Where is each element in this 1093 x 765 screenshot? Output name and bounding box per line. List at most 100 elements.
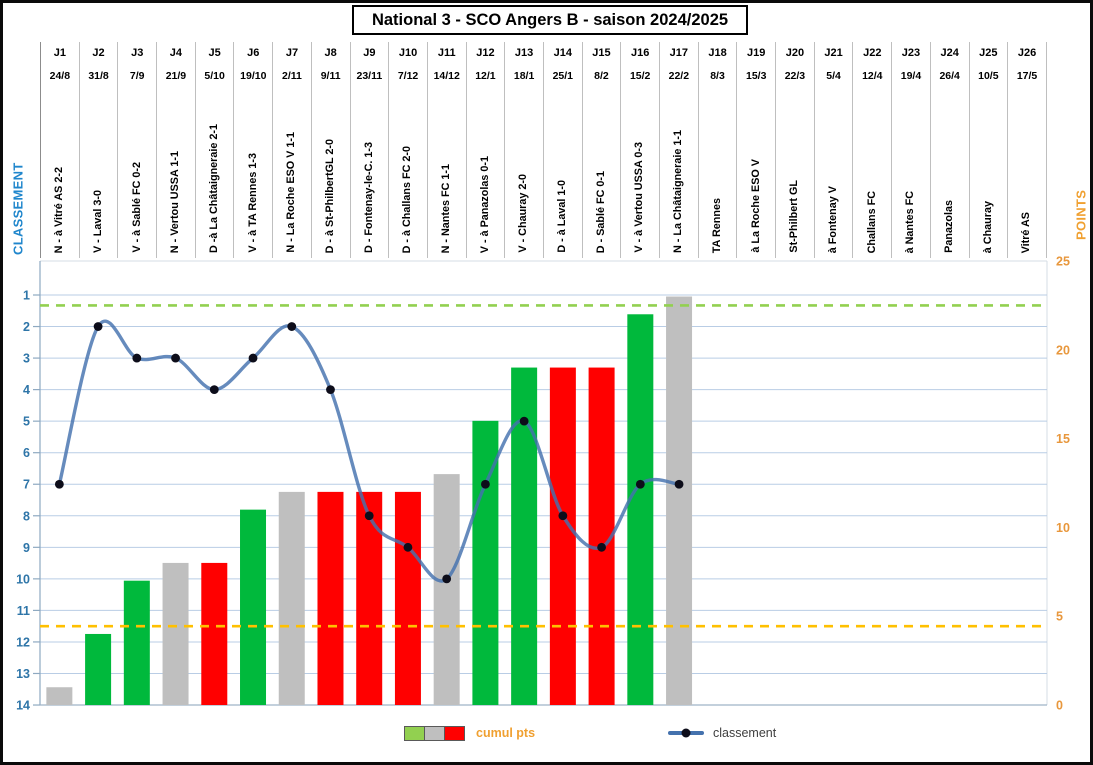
- matchday-J20-label: J20: [785, 47, 805, 59]
- legend-dot-icon: [681, 728, 691, 738]
- date-J23-label: 19/4: [900, 69, 922, 82]
- matchday-column-J15: J15 8/2 D - Sablé FC 0-1: [583, 42, 622, 258]
- date-J17: 22/2: [660, 64, 698, 87]
- bar-J11: [433, 474, 460, 705]
- date-J10-label: 7/12: [397, 69, 419, 82]
- date-J18: 8/3: [699, 64, 737, 87]
- date-J12-label: 12/1: [475, 69, 496, 82]
- date-J16-label: 15/2: [629, 69, 651, 82]
- matchday-J17-label: J17: [669, 47, 689, 59]
- date-J23: 19/4: [892, 64, 930, 87]
- chart-title: National 3 - SCO Angers B - saison 2024/…: [352, 5, 748, 35]
- left-axis-tick-10: 10: [16, 572, 30, 586]
- matchday-column-J13: J13 18/1 V - Chauray 2-0: [505, 42, 544, 258]
- date-J13: 18/1: [505, 64, 543, 87]
- date-J3: 7/9: [118, 64, 156, 87]
- matchday-J25-label: J25: [979, 47, 998, 59]
- right-axis-tick-25: 25: [1056, 255, 1070, 269]
- matchday-column-J6: J6 19/10 V - à TA Rennes 1-3: [234, 42, 274, 258]
- matchday-column-J22: J22 12/4 Challans FC: [853, 42, 893, 258]
- date-J21: 5/4: [815, 64, 853, 87]
- date-J4: 21/9: [157, 64, 195, 87]
- matchday-column-J21: J21 5/4 à Fontenay V: [815, 42, 854, 258]
- classement-point-J12: [481, 479, 490, 489]
- bar-J5: [201, 562, 228, 705]
- left-axis-tick-2: 2: [23, 320, 30, 334]
- bar-J7: [278, 491, 305, 705]
- date-J3-label: 7/9: [129, 69, 145, 82]
- date-J4-label: 21/9: [165, 69, 187, 82]
- matchday-J4: J4: [157, 42, 195, 64]
- left-axis-tick-8: 8: [23, 509, 30, 523]
- matchday-column-J17: J17 22/2 N - La Châtaigneraie 1-1: [660, 42, 699, 258]
- classement-point-J3: [132, 353, 142, 363]
- right-axis-ticks: 25 20 15 10 5 0: [1056, 255, 1070, 713]
- matchday-J7-label: J7: [285, 47, 299, 59]
- matchday-J8-label: J8: [324, 47, 337, 59]
- matchday-J21-label: J21: [824, 47, 843, 59]
- matchday-column-J26: J26 17/5 Vitré AS: [1008, 42, 1047, 258]
- classement-point-J4: [171, 353, 180, 363]
- matchday-J8: J8: [312, 42, 350, 64]
- matchday-J19-label: J19: [747, 47, 766, 59]
- classement-point-J14: [558, 511, 568, 521]
- matchday-J9: J9: [351, 42, 389, 64]
- legend-swatch-win-green: [404, 725, 425, 741]
- date-J24: 26/4: [931, 64, 969, 87]
- bar-J1: [46, 687, 73, 705]
- matchday-J3-label: J3: [131, 47, 144, 59]
- classement-point-J8: [326, 385, 335, 395]
- date-J20: 22/3: [776, 64, 814, 87]
- legend-cumul-pts: cumul pts: [404, 724, 535, 742]
- bar-J17: [666, 296, 693, 705]
- date-J8-label: 9/11: [320, 69, 341, 82]
- date-J18-label: 8/3: [710, 69, 725, 82]
- matchday-column-J3: J3 7/9 V - à Sablé FC 0-2: [118, 42, 158, 258]
- legend-swatch-draw-gray: [424, 725, 445, 741]
- matchday-J12-label: J12: [476, 47, 495, 59]
- bar-J4: [162, 562, 189, 705]
- date-J25: 10/5: [970, 64, 1008, 87]
- matchday-J23: J23: [892, 42, 930, 64]
- matchday-J6: J6: [234, 42, 272, 64]
- bar-J16: [627, 314, 654, 705]
- legend-classement: classement: [668, 724, 776, 742]
- matchday-J13: J13: [505, 42, 543, 64]
- date-J19: 15/3: [737, 64, 775, 87]
- matchday-column-J5: J5 5/10 D -à La Châtaigneraie 2-1: [196, 42, 235, 258]
- matchday-J24: J24: [931, 42, 969, 64]
- matchday-J26-label: J26: [1017, 47, 1037, 59]
- legend-line-marker-icon: [668, 728, 704, 738]
- matchday-column-J4: J4 21/9 N - Vertou USSA 1-1: [157, 42, 196, 258]
- left-axis-tick-12: 12: [16, 635, 30, 649]
- right-axis-tick-15: 15: [1056, 432, 1070, 446]
- bar-J14: [549, 367, 576, 705]
- date-J9-label: 23/11: [356, 69, 383, 82]
- matchday-column-J23: J23 19/4 à Nantes FC: [892, 42, 931, 258]
- date-J2-label: 31/8: [88, 69, 109, 82]
- classement-point-J13: [519, 416, 529, 426]
- classement-point-J2: [93, 322, 103, 331]
- date-J7-label: 2/11: [282, 69, 302, 82]
- date-J2: 31/8: [80, 64, 118, 87]
- matchday-J9-label: J9: [363, 47, 376, 59]
- right-axis-tick-5: 5: [1056, 610, 1063, 624]
- matchday-column-J8: J8 9/11 D - à St-PhilbertGL 2-0: [312, 42, 351, 258]
- date-J20-label: 22/3: [784, 69, 806, 82]
- matchday-J2: J2: [80, 42, 118, 64]
- date-J19-label: 15/3: [746, 69, 767, 82]
- legend-cumul-label: cumul pts: [476, 726, 536, 740]
- date-J15-label: 8/2: [594, 69, 609, 82]
- matchday-J22-label: J22: [863, 47, 882, 59]
- matchday-J6-label: J6: [247, 47, 260, 59]
- matchday-J18-label: J18: [708, 47, 727, 59]
- date-J7: 2/11: [273, 64, 311, 87]
- matchday-J1-label: J1: [53, 47, 66, 59]
- left-axis-tick-9: 9: [23, 541, 30, 555]
- matchday-J26: J26: [1008, 42, 1046, 64]
- matchday-column-J2: J2 31/8 V - Laval 3-0: [80, 42, 119, 258]
- matchday-J11-label: J11: [437, 47, 456, 59]
- matchday-column-J24: J24 26/4 Panazolas: [931, 42, 970, 258]
- classement-point-J1: [54, 479, 64, 489]
